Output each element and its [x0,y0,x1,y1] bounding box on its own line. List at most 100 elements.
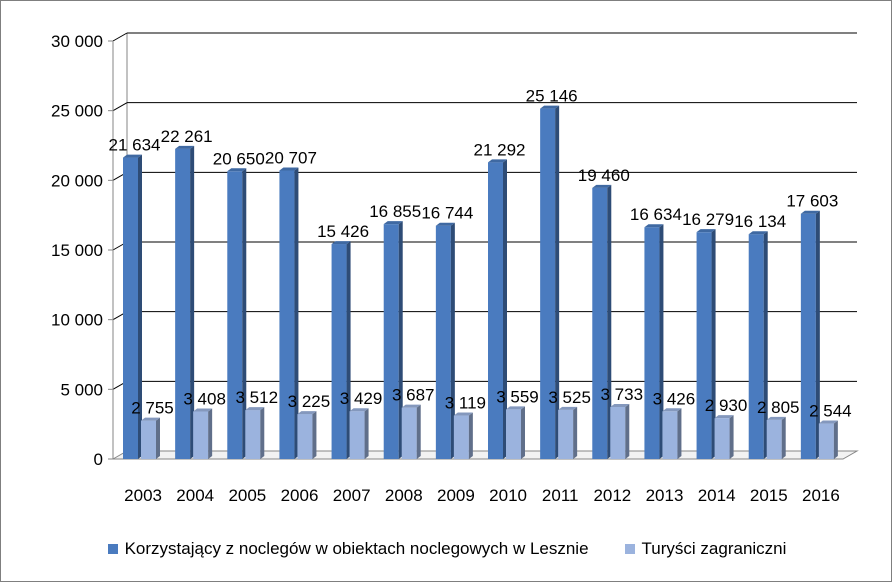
x-tick-label: 2003 [124,486,162,505]
bar-front [279,170,295,459]
bar-top [592,184,612,188]
bar-side [398,221,403,459]
bar-front [766,419,782,459]
data-label: 16 855 [369,202,421,221]
bar-front [435,225,451,459]
bar-front [748,234,764,459]
data-label: 21 292 [474,140,526,159]
bar-side [503,159,507,459]
bar-side [450,222,455,459]
data-label: 2 930 [705,396,748,415]
y-tick-label: 5 000 [60,380,103,399]
bar-side [833,420,838,459]
bar-front [488,162,503,459]
bar-top [610,403,630,407]
bar-side [312,411,317,459]
y-tick-label: 15 000 [51,241,103,260]
bar-side [190,145,195,459]
data-label: 3 525 [548,388,591,407]
bar-front [696,232,712,459]
bar-front [540,108,556,460]
bar-front [592,187,608,459]
bar-front [662,411,678,459]
bar-side [138,154,142,459]
bar-top [349,408,369,412]
bar-front [401,407,417,459]
bar-front [331,244,347,459]
bar-side [294,167,299,459]
bar-top [818,420,838,424]
y-tick-label: 20 000 [51,171,103,190]
bar-top [279,167,299,171]
x-tick-label: 2014 [698,486,736,505]
data-label: 15 426 [317,222,369,241]
chart-floor [111,450,859,460]
y-tick-label: 0 [94,450,103,469]
bar-side [364,408,369,459]
x-tick-label: 2006 [281,486,319,505]
bar-top [331,241,351,245]
bar-front [245,410,261,459]
data-label: 2 544 [809,402,852,421]
bar-front [644,227,660,459]
bar-top [540,105,560,109]
data-label: 17 603 [786,192,838,211]
bar-front [800,213,816,459]
x-tick-label: 2009 [437,486,475,505]
legend-label-series-2: Turyści zagraniczni [641,539,787,558]
bar-top [175,145,195,149]
bar-top [488,159,507,163]
bar-side [729,415,734,459]
x-tick-label: 2011 [542,486,579,505]
bar-side [763,231,768,459]
bar-side [416,404,421,459]
bar-top [435,222,455,226]
gridline-diag [112,102,128,112]
x-tick-label: 2012 [593,486,631,505]
bar-top [453,412,473,416]
bar-side [711,229,716,459]
bar-front [714,418,730,459]
legend-swatch-series-2 [624,544,635,554]
bar-top [383,221,403,225]
bar-side [625,403,630,459]
data-label: 3 733 [601,385,644,404]
data-label: 3 429 [340,389,383,408]
y-tick-label: 10 000 [51,311,103,330]
legend: Korzystający z noclegów w obiektach nocl… [1,539,892,559]
data-label: 3 119 [445,394,486,413]
bar-top [227,168,247,172]
bar-side [555,105,560,460]
bar-side [573,406,578,459]
data-label: 3 687 [392,386,435,405]
bar-top [766,416,786,420]
bar-side [468,412,473,459]
bar-top [662,408,682,412]
bar-front [818,423,834,459]
bar-top [141,417,160,421]
bar-side [815,210,820,459]
x-tick-label: 2015 [750,486,788,505]
data-label: 3 225 [288,392,331,411]
bar-front [175,148,191,459]
bar-top [696,229,716,233]
y-tick-label: 25 000 [51,102,103,121]
bar-side [607,184,612,459]
bar-front [610,406,626,459]
bar-front [383,224,399,459]
data-label: 16 744 [421,204,473,223]
data-label: 2 805 [757,398,800,417]
bar-front [227,171,243,459]
bar-top [800,210,820,214]
bar-top [123,154,142,158]
bar-front [453,415,469,459]
legend-swatch-series-1 [107,544,118,554]
x-tick-label: 2013 [646,486,684,505]
x-tick-label: 2008 [385,486,423,505]
x-tick-label: 2016 [802,486,840,505]
bar-side [521,406,525,459]
legend-label-series-1: Korzystający z noclegów w obiektach nocl… [124,539,589,558]
data-label: 20 707 [265,148,317,167]
data-label: 22 261 [161,127,213,146]
data-label: 21 634 [109,136,161,155]
